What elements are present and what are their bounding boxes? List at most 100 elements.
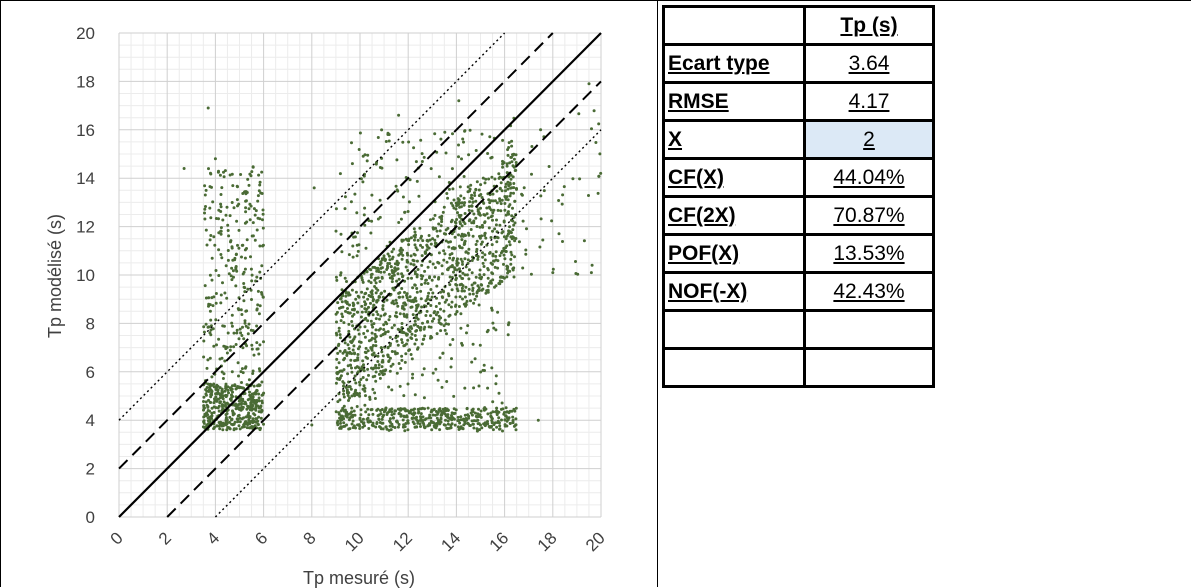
data-point <box>361 359 365 363</box>
data-point <box>493 227 497 231</box>
data-point <box>462 196 466 200</box>
data-point <box>483 253 487 257</box>
data-point <box>419 425 422 428</box>
data-point <box>420 160 424 163</box>
data-point <box>444 232 448 236</box>
data-point <box>342 392 346 396</box>
data-point <box>475 427 479 431</box>
data-point <box>339 319 343 323</box>
data-point <box>226 249 230 252</box>
data-point <box>340 288 344 292</box>
data-point <box>247 207 251 211</box>
data-point <box>255 341 259 345</box>
data-point <box>513 199 517 203</box>
data-point <box>251 221 255 225</box>
data-point <box>358 383 362 387</box>
data-point <box>499 275 503 279</box>
data-point <box>390 326 394 330</box>
data-point <box>369 290 373 294</box>
data-point <box>489 411 493 415</box>
data-point <box>412 300 416 304</box>
data-point <box>587 194 590 197</box>
data-point <box>247 418 251 422</box>
data-point <box>371 313 375 317</box>
data-point <box>458 283 462 287</box>
data-point <box>508 243 512 247</box>
data-point <box>336 301 340 305</box>
data-point <box>219 226 223 230</box>
data-point <box>432 421 436 425</box>
data-point <box>205 243 209 247</box>
data-point <box>507 141 511 145</box>
data-point <box>391 277 394 281</box>
data-point <box>350 366 353 370</box>
data-point <box>560 202 564 206</box>
data-point <box>395 267 399 271</box>
data-point <box>381 307 385 311</box>
data-point <box>435 332 439 336</box>
data-point <box>472 386 476 390</box>
data-point <box>415 275 419 279</box>
data-point <box>385 427 389 431</box>
data-point <box>384 140 388 143</box>
data-point <box>409 236 413 240</box>
data-point <box>353 374 357 378</box>
data-point <box>470 283 474 287</box>
data-point <box>500 189 504 193</box>
data-point <box>483 258 487 262</box>
data-point <box>422 155 426 159</box>
data-point <box>511 164 515 168</box>
data-point <box>447 314 451 318</box>
data-point <box>458 220 462 224</box>
data-point <box>240 417 244 421</box>
data-point <box>410 337 414 340</box>
data-point <box>499 407 503 411</box>
data-point <box>252 407 256 411</box>
data-point <box>391 416 395 420</box>
data-point <box>357 332 361 336</box>
data-point <box>248 390 251 394</box>
data-point <box>419 326 423 329</box>
data-point <box>486 276 490 280</box>
data-point <box>443 252 447 256</box>
data-point <box>480 196 484 199</box>
data-point <box>476 418 480 422</box>
data-point <box>378 215 382 219</box>
x-tick-label: 18 <box>534 528 561 555</box>
data-point <box>225 428 229 432</box>
data-point <box>236 361 240 365</box>
data-point <box>478 343 482 347</box>
data-point <box>495 240 499 244</box>
data-point <box>370 219 374 223</box>
data-point <box>363 223 367 227</box>
data-point <box>342 321 346 325</box>
data-point <box>412 416 415 420</box>
data-point <box>421 415 425 419</box>
data-point <box>411 286 415 290</box>
data-point <box>350 320 354 323</box>
data-point <box>380 128 384 132</box>
data-point <box>414 309 418 313</box>
data-point <box>361 180 365 184</box>
data-point <box>461 277 465 280</box>
data-point <box>491 428 495 432</box>
data-point <box>465 273 469 277</box>
data-point <box>344 412 348 415</box>
data-point <box>205 411 209 415</box>
data-point <box>513 221 517 225</box>
data-point <box>445 332 448 336</box>
reference-line-dashed <box>166 80 602 518</box>
data-point <box>341 351 345 355</box>
data-point <box>376 136 380 139</box>
data-point <box>435 423 439 427</box>
data-point <box>437 251 441 255</box>
data-point <box>374 363 378 367</box>
data-point <box>466 324 470 328</box>
data-point <box>337 411 341 415</box>
data-point <box>463 129 467 133</box>
data-point <box>203 217 207 221</box>
data-point <box>469 228 473 231</box>
data-point <box>371 421 375 425</box>
data-point <box>490 420 494 424</box>
data-point <box>370 346 374 350</box>
